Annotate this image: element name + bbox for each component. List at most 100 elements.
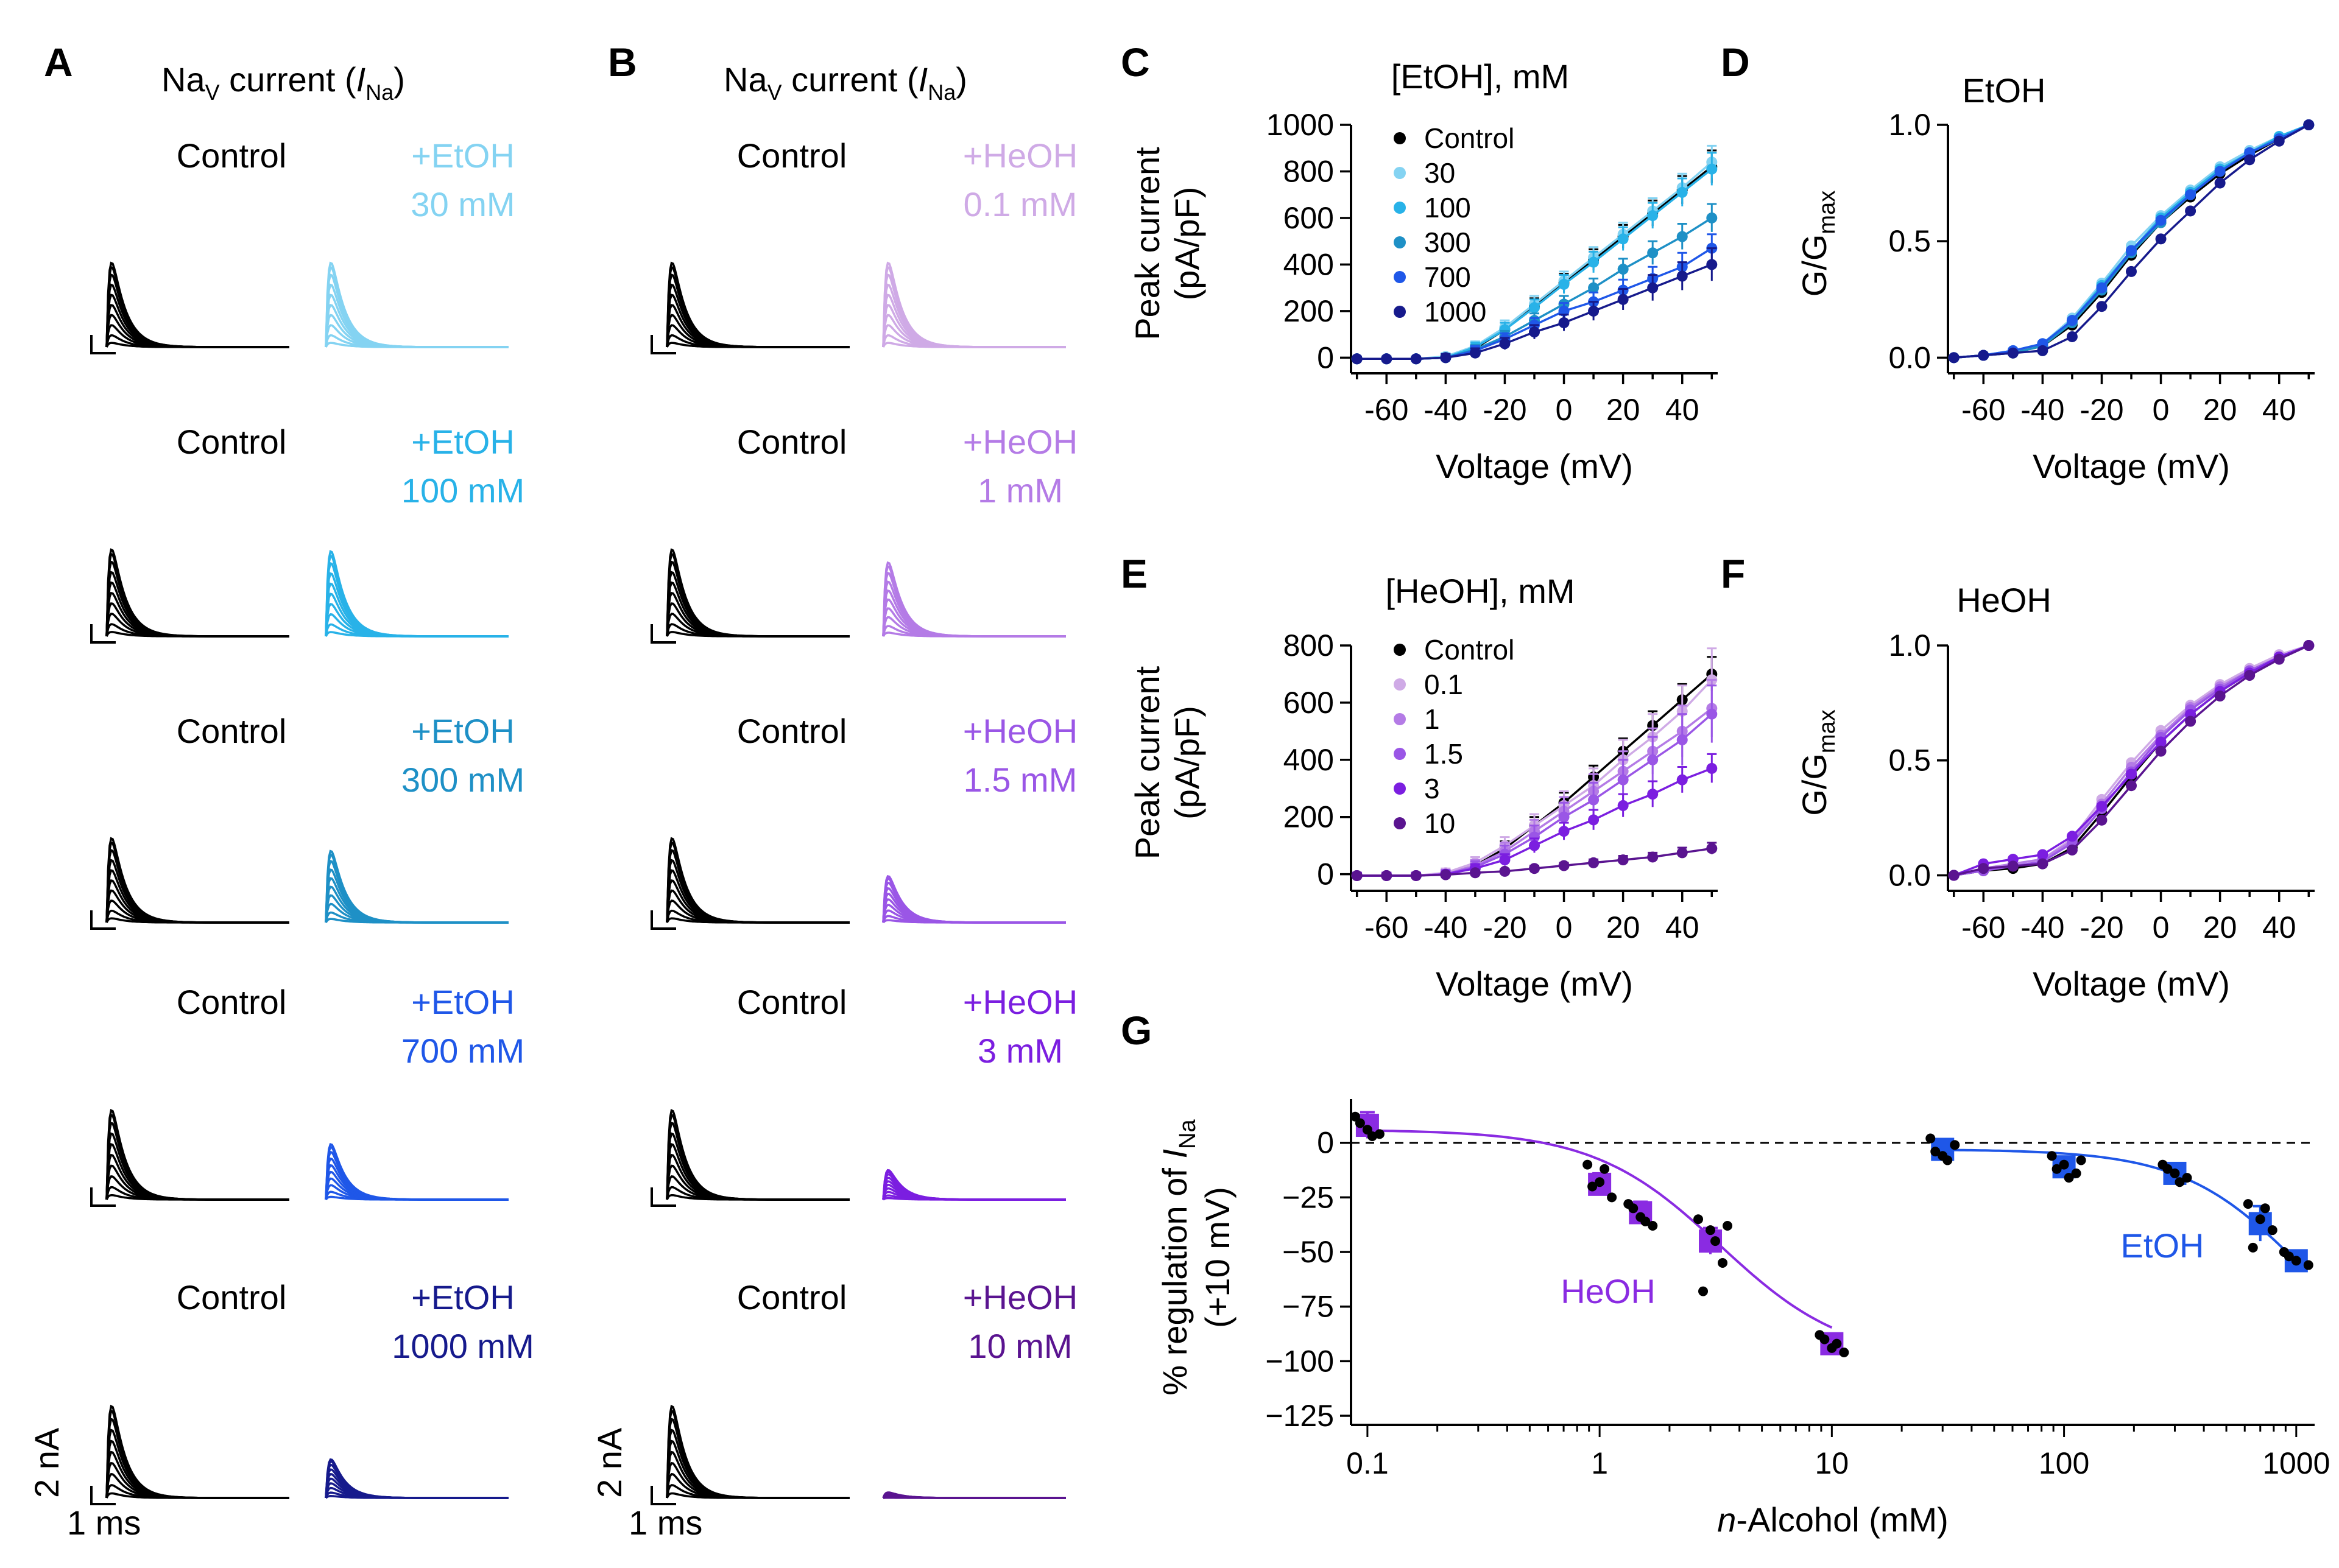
control-trace-sweep xyxy=(666,261,850,348)
individual-point xyxy=(2284,1251,2294,1262)
legend-marker xyxy=(1394,713,1406,725)
legend-label: 1000 xyxy=(1424,296,1486,328)
individual-point xyxy=(2243,1199,2253,1209)
data-point xyxy=(1617,264,1629,275)
data-point xyxy=(1676,231,1688,242)
data-point xyxy=(1706,259,1718,270)
y-tick-label: −125 xyxy=(1265,1399,1334,1433)
y-axis-title: Peak current xyxy=(1128,666,1166,859)
individual-point xyxy=(1930,1147,1941,1157)
x-tick-label: -20 xyxy=(1483,910,1526,944)
data-point xyxy=(1558,826,1570,837)
panel-title: [EtOH], mM xyxy=(1391,57,1569,96)
control-label: Control xyxy=(177,423,287,461)
scale-bar xyxy=(90,624,116,644)
individual-point xyxy=(1693,1214,1704,1225)
data-point xyxy=(1617,800,1629,811)
y-tick-label: 1000 xyxy=(1266,108,1334,142)
drug-label: +HeOH xyxy=(963,1278,1078,1317)
y-tick-label: −75 xyxy=(1282,1290,1334,1324)
individual-point xyxy=(1648,1221,1658,1231)
concentration-label: 1.5 mM xyxy=(964,761,1078,799)
scale-label-x-b: 1 ms xyxy=(629,1503,702,1542)
individual-point xyxy=(1839,1348,1849,1357)
x-tick-label: -40 xyxy=(2020,910,2064,944)
data-point xyxy=(2244,670,2256,681)
panel-label-d: D xyxy=(1721,40,1750,85)
data-point xyxy=(2126,245,2137,256)
y-axis-title-units: (pA/pF) xyxy=(1168,187,1206,301)
control-trace-sweep xyxy=(666,1404,850,1499)
data-point xyxy=(1588,857,1600,868)
concentration-label: 3 mM xyxy=(978,1032,1063,1070)
y-tick-label: 400 xyxy=(1283,247,1334,281)
x-tick-label: 20 xyxy=(1606,393,1640,427)
data-point xyxy=(1469,347,1481,359)
data-point xyxy=(1647,851,1659,863)
y-axis-title: G/Gmax xyxy=(1795,709,1840,815)
drug-trace-sweep xyxy=(882,1491,1066,1499)
x-tick-label: -20 xyxy=(2080,393,2123,427)
data-point xyxy=(1529,302,1540,314)
drug-label: +HeOH xyxy=(963,983,1078,1021)
legend-marker xyxy=(1394,678,1406,691)
panel-f-gv-heoh: F -60 -40 -20 0 20 40 0.0 0.5 1.0 Voltage (mV) G/G… xyxy=(1721,551,2315,1003)
individual-point xyxy=(2064,1173,2074,1183)
panel-g-dose-response: G 0.1 1 10 100 1000 0 −25 −50 −75 −100 −125 HeOH EtO… xyxy=(1121,1008,2330,1539)
legend-label: 300 xyxy=(1424,227,1471,258)
y-tick-label: −100 xyxy=(1265,1344,1334,1378)
x-tick-label: -40 xyxy=(2020,393,2064,427)
concentration-label: 30 mM xyxy=(411,185,515,223)
data-point xyxy=(1529,840,1540,851)
x-axis-title: Voltage (mV) xyxy=(2033,447,2230,485)
concentration-label: 10 mM xyxy=(968,1327,1072,1365)
legend-label: Control xyxy=(1424,122,1514,154)
x-tick-label: 0.1 xyxy=(1346,1446,1389,1480)
control-trace-sweep xyxy=(666,1109,850,1201)
scale-bar xyxy=(651,1486,676,1505)
individual-point xyxy=(1628,1203,1639,1214)
drug-label: +HeOH xyxy=(963,423,1078,461)
data-point xyxy=(1706,708,1718,720)
data-point xyxy=(1647,754,1659,765)
control-label: Control xyxy=(737,1278,847,1317)
individual-point xyxy=(1600,1164,1610,1174)
x-tick-label: 0 xyxy=(2153,393,2170,427)
data-point xyxy=(1588,814,1600,826)
data-point xyxy=(1706,212,1718,223)
data-point xyxy=(1676,270,1688,282)
data-point xyxy=(2303,640,2315,651)
x-tick-label: 10 xyxy=(1815,1446,1849,1480)
data-point xyxy=(1617,294,1629,305)
scale-bar xyxy=(90,1486,116,1505)
legend-marker xyxy=(1394,306,1406,318)
legend-marker xyxy=(1394,167,1406,179)
concentration-label: 0.1 mM xyxy=(964,185,1078,223)
scale-bar xyxy=(651,910,676,930)
fit-curve-EtOH xyxy=(1942,1148,2298,1262)
y-tick-label: 0.0 xyxy=(1888,858,1931,892)
individual-point xyxy=(2182,1173,2192,1183)
control-trace-sweep xyxy=(105,1404,289,1499)
panel-b-title: NaV current (INa) xyxy=(724,60,967,105)
data-point xyxy=(2214,691,2226,702)
data-point xyxy=(2066,844,2078,856)
data-point xyxy=(1440,352,1452,364)
data-point xyxy=(1499,338,1511,350)
y-tick-label: 0 xyxy=(1317,1126,1334,1160)
x-tick-label: -60 xyxy=(1364,393,1408,427)
x-tick-label: 40 xyxy=(2262,910,2296,944)
individual-point xyxy=(2267,1225,2277,1236)
legend-label: 100 xyxy=(1424,192,1471,223)
drug-label: +EtOH xyxy=(411,983,515,1021)
series-label-heoh: HeOH xyxy=(1561,1272,1656,1310)
individual-point xyxy=(2047,1151,2057,1161)
data-point xyxy=(2066,315,2078,326)
data-point xyxy=(2037,849,2048,860)
concentration-label: 100 mM xyxy=(401,471,524,510)
control-label: Control xyxy=(737,712,847,750)
scale-label-y-a: 2 nA xyxy=(27,1427,66,1498)
x-tick-label: 100 xyxy=(2039,1446,2089,1480)
y-tick-label: 800 xyxy=(1283,628,1334,663)
legend-marker xyxy=(1394,817,1406,829)
